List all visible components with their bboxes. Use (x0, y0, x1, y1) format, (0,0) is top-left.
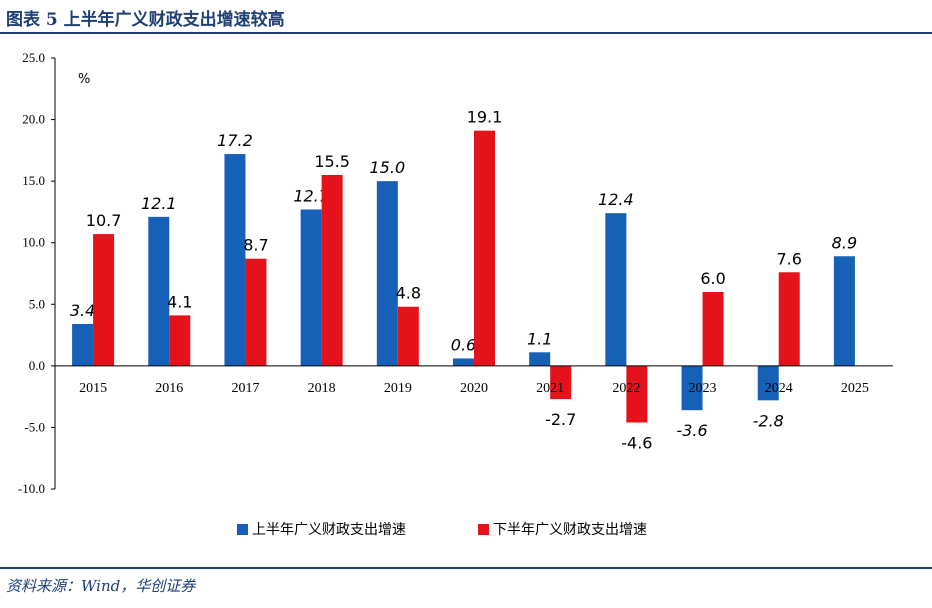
chart-legend: 上半年广义财政支出增速 下半年广义财政支出增速 (237, 522, 647, 538)
x-tick-label: 2025 (841, 381, 869, 396)
legend-swatch-h2 (478, 524, 489, 535)
x-tick-label: 2020 (460, 381, 488, 396)
bar-h2-2018 (321, 174, 343, 366)
bar-h1-2023 (681, 365, 703, 411)
data-label-h1-2018: 12.7 (293, 186, 329, 205)
data-label-h2-2021: -2.7 (545, 410, 576, 429)
bar-h2-2017 (245, 258, 267, 366)
legend-label-h2: 下半年广义财政支出增速 (493, 522, 647, 538)
data-label-h2-2018: 15.5 (314, 152, 350, 171)
data-label-h2-2016: 4.1 (167, 292, 192, 311)
x-tick-label: 2024 (765, 381, 793, 396)
data-label-h1-2020: 0.6 (451, 335, 476, 354)
data-label-h2-2022: -4.6 (621, 434, 652, 453)
data-label-h2-2023: 6.0 (700, 269, 725, 288)
bar-h2-2021 (550, 365, 572, 400)
y-tick-label: 20.0 (22, 112, 45, 127)
bar-h2-2024 (778, 272, 800, 366)
data-label-h1-2022: 12.4 (598, 190, 634, 209)
data-label-h2-2020: 19.1 (467, 108, 503, 127)
title-divider (0, 32, 932, 34)
x-tick-label: 2017 (231, 381, 259, 396)
data-label-h2-2019: 4.8 (396, 284, 421, 303)
x-tick-label: 2023 (689, 381, 717, 396)
bar-chart: % 上半年广义财政支出增速 下半年广义财政支出增速 -10.0 -5.0 0.0 5.0… (18, 50, 893, 538)
data-label-h2-2017: 8.7 (243, 236, 268, 255)
data-label-h1-2021: 1.1 (527, 329, 552, 348)
data-label-h1-2023: -3.6 (676, 421, 707, 440)
legend-label-h1: 上半年广义财政支出增速 (252, 522, 406, 538)
bar-h2-2019 (397, 306, 419, 366)
figure-title: 图表 5 上半年广义财政支出增速较高 (6, 10, 285, 30)
bar-h1-2015 (72, 323, 94, 366)
y-tick-label: 25.0 (22, 50, 45, 65)
bar-h2-2022 (626, 365, 648, 423)
y-tick-label: 10.0 (22, 235, 45, 250)
data-label-h1-2019: 15.0 (370, 158, 406, 177)
bar-h1-2020 (453, 358, 474, 366)
bar-h2-2020 (474, 130, 495, 366)
data-label-h1-2024: -2.8 (753, 411, 784, 430)
data-label-h1-2025: 8.9 (832, 233, 857, 252)
y-tick-label: 5.0 (29, 296, 45, 311)
bar-h1-2021 (529, 352, 551, 366)
x-tick-label: 2015 (79, 381, 107, 396)
bar-h1-2022 (605, 213, 627, 366)
y-tick-label: 0.0 (29, 358, 45, 373)
bar-h2-2015 (93, 234, 115, 366)
data-label-h1-2016: 12.1 (141, 194, 177, 213)
x-tick-label: 2021 (536, 381, 564, 396)
x-tick-label: 2016 (155, 381, 183, 396)
bar-h1-2019 (376, 181, 398, 366)
data-label-h1-2015: 3.4 (70, 301, 95, 320)
y-tick-label: 15.0 (22, 173, 45, 188)
bar-h1-2018 (300, 209, 322, 366)
y-tick-label: -10.0 (18, 481, 45, 496)
source-note: 资料来源：Wind，华创证券 (6, 577, 196, 595)
x-tick-label: 2022 (612, 381, 640, 396)
unit-label: % (78, 72, 90, 87)
data-label-h2-2024: 7.6 (777, 249, 802, 268)
x-tick-label: 2018 (308, 381, 336, 396)
bar-h1-2016 (148, 216, 170, 366)
figure-header: 图表 5 上半年广义财政支出增速较高 (0, 0, 932, 34)
y-tick-label: -5.0 (24, 419, 45, 434)
data-label-h1-2017: 17.2 (217, 131, 253, 150)
data-label-h2-2015: 10.7 (86, 211, 122, 230)
bar-h2-2023 (702, 291, 724, 366)
bar-h1-2024 (757, 365, 779, 401)
bar-h1-2017 (224, 154, 246, 366)
bar-h2-2016 (169, 315, 191, 366)
bar-h1-2025 (833, 256, 855, 366)
x-tick-label: 2019 (384, 381, 412, 396)
legend-swatch-h1 (237, 524, 248, 535)
source-divider (0, 567, 932, 569)
